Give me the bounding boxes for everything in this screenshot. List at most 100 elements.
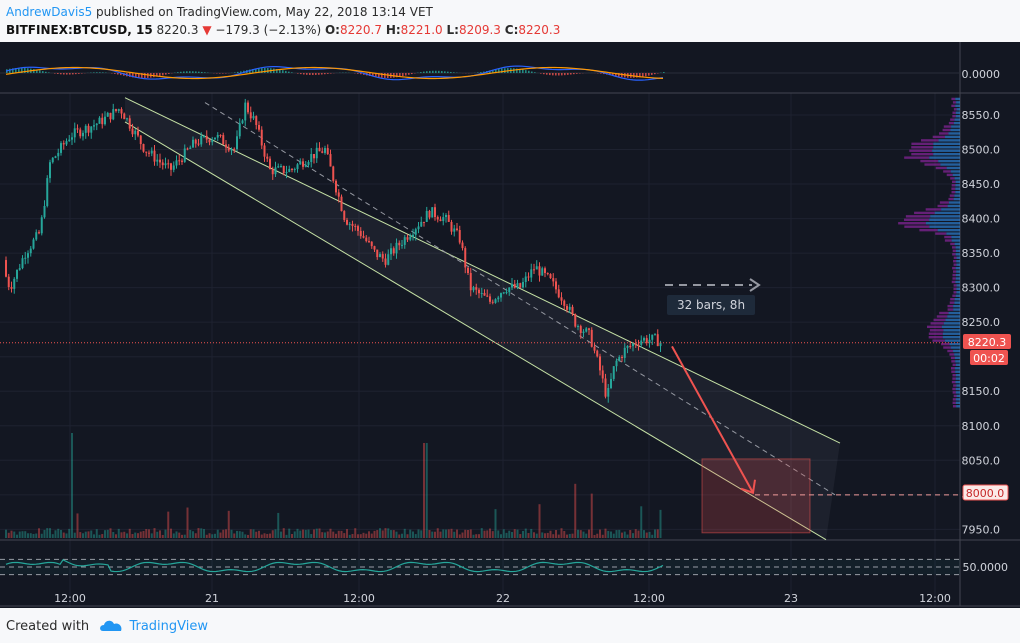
profile-bar-buy [955, 387, 960, 391]
macd-histogram-bar [396, 73, 398, 78]
candle-body [137, 130, 139, 136]
profile-bar-buy [955, 180, 960, 184]
candle-body [340, 196, 343, 212]
candle-body [489, 296, 491, 302]
time-axis[interactable]: 12:00 21 12:00 22 12:00 23 12:00 [54, 592, 951, 605]
price-grid [0, 93, 960, 606]
candle-body [82, 132, 84, 137]
profile-bar-buy [955, 391, 960, 394]
macd-histogram-bar [234, 72, 236, 73]
price-tick-label: 7950.0 [962, 523, 1001, 536]
profile-bar-sell [952, 273, 956, 277]
macd-histogram-bar [219, 73, 221, 74]
profile-bar-sell [943, 170, 951, 173]
profile-bar-buy [955, 294, 960, 297]
candles [5, 98, 662, 403]
macd-histogram-bar [432, 70, 434, 73]
price-chart[interactable]: 32 bars, 8h 8550.0 8500.0 8450.0 8400.0 8350… [0, 42, 1020, 608]
ohlc-high: H:8221.0 [386, 23, 443, 37]
macd-histogram-bar [120, 73, 122, 76]
channel-upper-line[interactable] [124, 97, 841, 444]
volume-bar [601, 534, 604, 538]
macd-histogram-bar [144, 73, 146, 79]
volume-profile [898, 97, 960, 408]
macd-histogram-bar [498, 68, 500, 73]
volume-bar [593, 534, 596, 538]
candle-body [656, 334, 659, 347]
candle-body [346, 219, 348, 225]
candle-body [406, 237, 409, 240]
profile-bar-buy [929, 218, 960, 221]
candle-body [387, 254, 390, 265]
profile-bar-sell [928, 332, 943, 335]
candle-body [7, 276, 10, 288]
profile-bar-buy [947, 315, 960, 318]
candle-body [280, 165, 282, 167]
macd-histogram-bar [204, 72, 206, 73]
volume-bar [494, 509, 497, 538]
author-link[interactable]: AndrewDavis5 [6, 5, 93, 19]
volume-bar [544, 533, 546, 538]
profile-bar-sell [953, 260, 957, 263]
profile-bar-sell [905, 215, 931, 218]
profile-bar-buy [955, 363, 960, 367]
macd-histogram-bar [318, 73, 320, 75]
volume-bar [65, 533, 68, 538]
profile-bar-sell [953, 291, 957, 294]
candle-body [472, 287, 475, 291]
candle-body [519, 283, 522, 288]
macd-histogram-bar [495, 69, 497, 73]
volume-bar [370, 533, 373, 538]
profile-bar-buy [947, 204, 960, 208]
volume-bar [634, 529, 637, 538]
last-price: 8220.3 [156, 23, 199, 37]
volume-bar [233, 533, 236, 538]
close-label: C: [504, 23, 519, 37]
macd-histogram-bar [405, 73, 407, 76]
macd-histogram-bar [408, 73, 410, 75]
candle-body [93, 125, 95, 127]
macd-histogram-bar [24, 67, 26, 73]
candle-body [329, 154, 332, 167]
profile-bar-buy [945, 318, 960, 322]
measure-arrow-head [749, 278, 761, 292]
profile-bar-buy [955, 184, 960, 187]
countdown-tag [970, 350, 1008, 365]
macd-histogram-bar [501, 68, 503, 73]
macd-histogram-bar [300, 73, 302, 75]
volume-bar [79, 532, 82, 538]
macd-histogram-bar [63, 73, 65, 75]
candle-body [21, 258, 24, 269]
candle-body [577, 326, 579, 328]
macd-histogram-bar [645, 73, 647, 77]
volume-bar [632, 533, 634, 538]
price-axis[interactable]: 8550.0 8500.0 8450.0 8400.0 8350.0 8300.0 8250… [962, 109, 1001, 536]
profile-bar-sell [953, 384, 957, 387]
profile-bar-sell [927, 325, 942, 329]
macd-histogram-bar [303, 73, 305, 75]
volume-bar [93, 534, 95, 538]
forecast-arrow[interactable] [671, 345, 754, 494]
candle-body [293, 169, 296, 171]
volume-bar [645, 532, 648, 538]
volume-bar [282, 528, 285, 538]
volume-bar [522, 530, 524, 538]
profile-bar-sell [943, 125, 952, 128]
volume-bar [549, 530, 552, 538]
macd-histogram-bar [423, 71, 425, 73]
candle-body [225, 144, 227, 148]
channel-lower-line[interactable] [124, 121, 827, 541]
profile-bar-buy [937, 228, 960, 232]
profile-bar-buy [943, 322, 960, 325]
volume-bar [560, 528, 563, 538]
volume-bar [340, 530, 343, 538]
profile-bar-buy [955, 97, 960, 101]
candle-body [403, 237, 406, 245]
price-tick-label: 8400.0 [962, 213, 1001, 226]
countdown-label: 00:02 [973, 352, 1005, 365]
volume-bar [588, 529, 590, 538]
tradingview-link[interactable]: TradingView [129, 619, 208, 634]
candle-body [351, 223, 354, 226]
target-zone[interactable] [701, 458, 811, 534]
macd-histogram-bar [258, 68, 260, 73]
